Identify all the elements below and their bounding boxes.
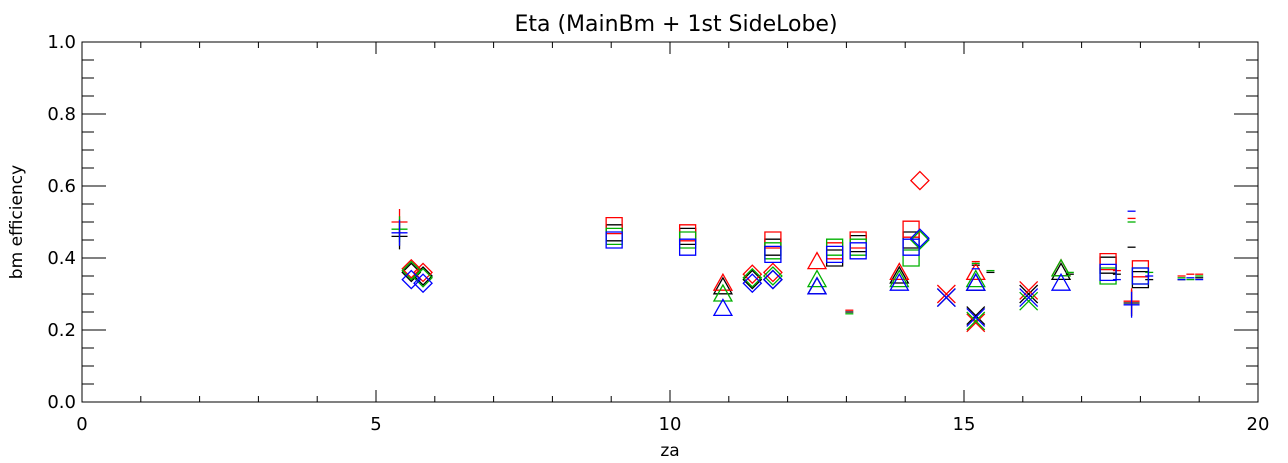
triangle-marker <box>889 265 910 284</box>
x-marker <box>1019 288 1039 308</box>
triangle-marker <box>712 298 734 317</box>
x-marker <box>966 307 986 327</box>
square-marker <box>849 238 867 256</box>
triangle-marker <box>806 276 828 295</box>
plot-frame <box>81 41 1259 403</box>
y-tick-label: 0.8 <box>47 104 76 125</box>
triangle-marker <box>965 269 986 288</box>
square-marker <box>678 227 697 246</box>
y-tick-label: 0.6 <box>47 176 76 197</box>
axis-ticks <box>81 41 1259 403</box>
square-marker <box>849 242 867 260</box>
square-marker <box>825 238 844 256</box>
square-marker <box>605 231 623 249</box>
square-marker <box>1131 267 1150 285</box>
triangle-marker <box>889 269 910 288</box>
plus-marker <box>391 219 408 246</box>
square-marker <box>849 234 867 253</box>
triangle-marker <box>889 272 910 291</box>
diamond-marker <box>742 273 763 294</box>
data-markers <box>391 170 1204 333</box>
square-marker <box>902 220 920 238</box>
x-marker <box>1019 284 1039 304</box>
triangle-marker <box>806 251 828 270</box>
triangle-marker <box>965 262 986 281</box>
x-tick-label: 0 <box>76 414 87 435</box>
square-marker <box>605 227 623 246</box>
y-tick-label: 0.4 <box>47 248 76 269</box>
plus-marker <box>1123 291 1140 318</box>
triangle-marker <box>889 262 910 281</box>
chart-title: Eta (MainBm + 1st SideLobe) <box>514 12 837 37</box>
diamond-marker <box>909 230 930 250</box>
x-marker <box>1019 280 1039 300</box>
diamond-marker <box>413 267 433 288</box>
diamond-marker <box>413 273 433 294</box>
x-marker <box>966 311 986 331</box>
triangle-marker <box>806 269 828 288</box>
square-marker <box>902 249 920 267</box>
square-marker <box>764 245 782 264</box>
x-axis-label: za <box>660 441 679 461</box>
diamond-marker <box>762 269 783 290</box>
triangle-marker <box>712 283 734 302</box>
diamond-marker <box>909 228 930 249</box>
square-marker <box>764 231 782 249</box>
square-marker <box>678 224 697 242</box>
x-tick-label: 10 <box>659 414 682 435</box>
square-marker <box>764 238 782 256</box>
diamond-marker <box>401 258 422 279</box>
x-marker <box>1019 291 1039 311</box>
x-marker <box>936 288 956 308</box>
diamond-marker <box>413 262 433 283</box>
y-tick-label: 0.0 <box>47 392 76 413</box>
x-marker <box>966 306 986 326</box>
square-marker <box>825 249 844 267</box>
diamond-marker <box>762 266 783 286</box>
diamond-marker <box>742 264 763 285</box>
triangle-marker <box>1050 258 1072 277</box>
x-marker <box>936 284 956 304</box>
x-marker <box>966 313 986 333</box>
y-tick-label: 1.0 <box>47 32 76 53</box>
diamond-marker <box>909 170 930 191</box>
square-marker <box>849 231 867 249</box>
diamond-marker <box>762 262 783 283</box>
diamond-marker <box>401 260 422 281</box>
square-marker <box>825 245 844 264</box>
square-marker <box>1099 263 1117 282</box>
axis-tick-labels: 0 5 10 15 20 0.0 0.2 0.4 0.6 0.8 1.0 <box>47 32 1269 435</box>
x-tick-label: 15 <box>953 414 976 435</box>
square-marker <box>1099 252 1117 271</box>
square-marker <box>1131 260 1150 278</box>
diamond-marker <box>401 269 422 290</box>
triangle-marker <box>1050 262 1072 281</box>
x-tick-label: 5 <box>370 414 381 435</box>
diamond-marker <box>742 267 763 288</box>
triangle-marker <box>1050 272 1072 291</box>
square-marker <box>605 224 623 242</box>
x-tick-label: 20 <box>1247 414 1270 435</box>
square-marker <box>825 242 844 260</box>
y-tick-label: 0.2 <box>47 320 76 341</box>
square-marker <box>678 231 697 249</box>
square-marker <box>764 242 782 260</box>
y-axis-label: bm efficiency <box>7 165 27 279</box>
triangle-marker <box>712 276 734 295</box>
triangle-marker <box>712 272 734 291</box>
triangle-marker <box>806 276 828 295</box>
triangle-marker <box>965 272 986 291</box>
square-marker <box>605 216 623 235</box>
square-marker <box>678 238 697 256</box>
square-marker <box>902 238 920 256</box>
